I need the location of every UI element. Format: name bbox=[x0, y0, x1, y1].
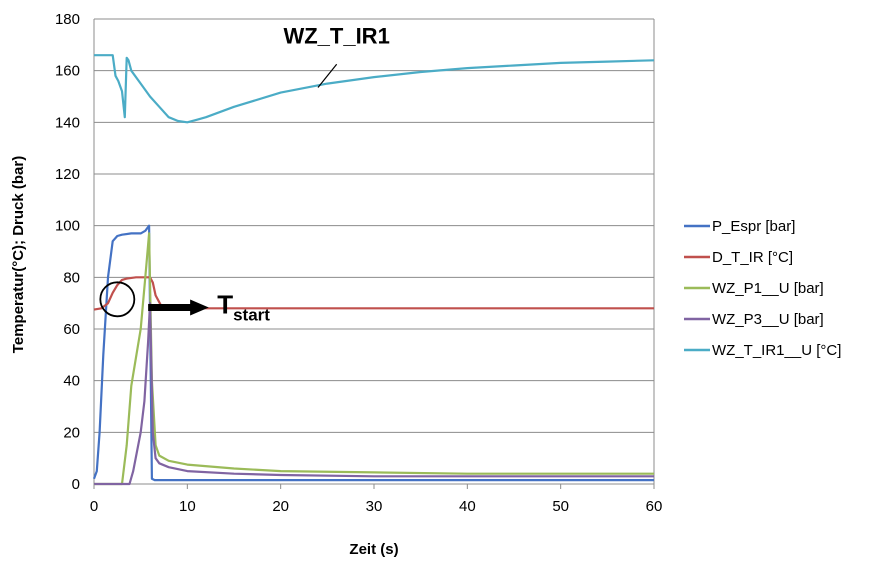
x-axis-title: Zeit (s) bbox=[349, 541, 398, 558]
y-tick-labels: 0 20 40 60 80 100 120 140 160 180 bbox=[55, 11, 80, 493]
y-tick-label-0: 0 bbox=[72, 476, 80, 493]
tstart-label-sub: start bbox=[233, 306, 270, 325]
x-tick-label-2: 20 bbox=[272, 498, 289, 515]
x-tick-label-0: 0 bbox=[90, 498, 98, 515]
series-annotation-leader bbox=[317, 63, 338, 88]
start-marker-circle bbox=[99, 281, 136, 318]
series-line-0 bbox=[92, 224, 654, 482]
y-tick-label-2: 40 bbox=[63, 373, 80, 390]
x-tick-label-1: 10 bbox=[179, 498, 196, 515]
x-tick-labels: 0 10 20 30 40 50 60 bbox=[90, 484, 663, 515]
plot-frame bbox=[93, 19, 655, 485]
series-layer bbox=[92, 54, 655, 486]
series-line-2 bbox=[94, 232, 654, 486]
y-tick-label-6: 120 bbox=[55, 166, 80, 183]
series-annotation-label: WZ_T_IR1 bbox=[283, 24, 389, 49]
x-tick-label-6: 60 bbox=[646, 498, 663, 515]
gridlines bbox=[94, 18, 654, 485]
y-tick-label-4: 80 bbox=[63, 269, 80, 286]
legend: P_Espr [bar] D_T_IR [°C] WZ_P1__U [bar] WZ_… bbox=[684, 218, 841, 359]
y-tick-label-8: 160 bbox=[55, 63, 80, 80]
y-tick-label-9: 180 bbox=[55, 11, 80, 28]
y-axis-title: Temperatur(°C); Druck (bar) bbox=[10, 156, 27, 353]
tstart-arrow bbox=[148, 299, 209, 316]
x-tick-label-4: 40 bbox=[459, 498, 476, 515]
legend-label-2: WZ_P1__U [bar] bbox=[712, 280, 824, 297]
tstart-arrow-head bbox=[190, 299, 209, 316]
tstart-label: Tstart bbox=[217, 290, 270, 325]
y-tick-label-3: 60 bbox=[63, 321, 80, 338]
x-tick-label-3: 30 bbox=[366, 498, 383, 515]
legend-label-1: D_T_IR [°C] bbox=[712, 249, 793, 266]
y-tick-label-7: 140 bbox=[55, 114, 80, 131]
legend-label-4: WZ_T_IR1__U [°C] bbox=[712, 342, 841, 359]
series-line-3 bbox=[94, 302, 654, 486]
series-line-4 bbox=[94, 54, 655, 124]
y-tick-label-1: 20 bbox=[63, 424, 80, 441]
tstart-label-main: T bbox=[217, 290, 233, 320]
series-line-1 bbox=[93, 276, 654, 311]
y-tick-label-5: 100 bbox=[55, 218, 80, 235]
legend-label-3: WZ_P3__U [bar] bbox=[712, 311, 824, 328]
legend-label-0: P_Espr [bar] bbox=[712, 218, 795, 235]
x-tick-label-5: 50 bbox=[552, 498, 569, 515]
